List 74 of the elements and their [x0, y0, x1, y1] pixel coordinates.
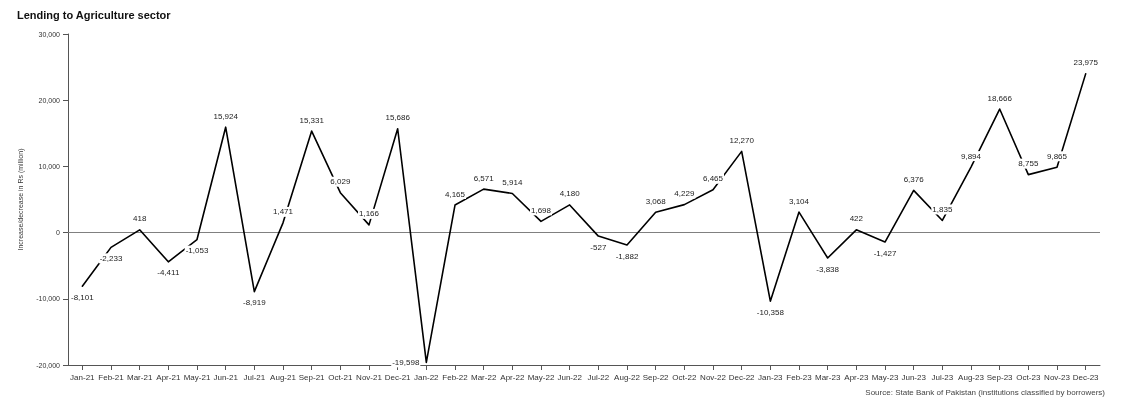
- data-label: 3,068: [645, 196, 667, 206]
- data-label: 4,229: [674, 189, 695, 199]
- data-label: -19,598: [392, 357, 420, 367]
- data-label: 8,755: [1018, 159, 1039, 169]
- x-tick-label: Dec-23: [1072, 372, 1100, 382]
- x-tick-label: Apr-21: [156, 372, 181, 382]
- data-label: 1,835: [932, 204, 953, 214]
- data-label: -1,427: [873, 248, 897, 258]
- x-tick-label: May-23: [871, 372, 899, 382]
- x-tick-label: Sep-22: [642, 372, 670, 382]
- data-label: 15,331: [299, 115, 325, 125]
- data-label: 6,465: [702, 174, 724, 184]
- x-tick-label: Oct-23: [1016, 372, 1041, 382]
- x-tick-label: Dec-22: [728, 372, 756, 382]
- data-label: 23,975: [1073, 58, 1099, 68]
- x-tick-label: Aug-21: [270, 372, 297, 382]
- x-tick-label: Feb-21: [98, 372, 125, 382]
- data-label: -527: [590, 242, 607, 252]
- x-tick-label: Nov-21: [356, 372, 383, 382]
- x-tick-label: Jun-23: [901, 372, 927, 382]
- data-label: 6,029: [330, 177, 351, 187]
- source-note: Source: State Bank of Pakistan (institutions classified by borrowers): [865, 387, 1106, 397]
- x-tick-label: Aug-23: [958, 372, 985, 382]
- data-label: 15,924: [213, 111, 239, 121]
- x-tick-label: Jan-22: [414, 372, 440, 382]
- data-label: 1,166: [358, 209, 380, 219]
- data-label: -10,358: [756, 307, 785, 317]
- x-tick-label: Feb-22: [442, 372, 469, 382]
- x-tick-label: Jul-22: [587, 372, 610, 382]
- data-label: 418: [132, 214, 147, 224]
- x-tick-label: Apr-23: [844, 372, 869, 382]
- x-tick-label: Oct-21: [328, 372, 353, 382]
- data-label: -8,101: [70, 292, 95, 302]
- x-tick-label: Jan-23: [758, 372, 784, 382]
- data-label: -2,233: [99, 253, 123, 263]
- x-tick-label: Jun-22: [557, 372, 583, 382]
- data-label: 422: [849, 214, 864, 224]
- data-label: 4,180: [559, 189, 581, 199]
- data-label: 3,104: [788, 196, 810, 206]
- x-tick-label: Jul-23: [931, 372, 954, 382]
- data-label: 9,894: [960, 151, 982, 161]
- x-tick-label: Mar-21: [126, 372, 153, 382]
- x-tick-label: Nov-22: [700, 372, 727, 382]
- data-label: 6,376: [903, 174, 925, 184]
- x-tick-label: Sep-23: [986, 372, 1014, 382]
- data-label: 15,686: [385, 113, 411, 123]
- x-tick-label: Apr-22: [500, 372, 525, 382]
- data-label: 9,865: [1046, 151, 1068, 161]
- data-label: 1,698: [530, 205, 552, 215]
- x-tick-label: Nov-23: [1044, 372, 1071, 382]
- chart-title: Lending to Agriculture sector: [17, 8, 172, 21]
- data-label: 4,165: [444, 189, 466, 199]
- x-tick-label: Jan-21: [70, 372, 96, 382]
- data-label: -4,411: [157, 268, 180, 278]
- data-label: 1,471: [272, 207, 294, 217]
- data-label: 18,666: [987, 93, 1013, 103]
- x-tick-label: Mar-23: [814, 372, 841, 382]
- data-label: -8,919: [242, 298, 267, 308]
- x-tick-label: May-22: [527, 372, 555, 382]
- data-label: 5,914: [502, 177, 523, 187]
- x-tick-label: Oct-22: [672, 372, 697, 382]
- x-tick-label: Jun-21: [213, 372, 239, 382]
- data-label: -3,838: [816, 264, 840, 274]
- x-tick-label: Feb-23: [786, 372, 813, 382]
- data-label: -1,053: [185, 246, 209, 256]
- x-tick-label: Dec-21: [384, 372, 412, 382]
- data-label: -1,882: [615, 251, 639, 261]
- data-label: 6,571: [473, 173, 495, 183]
- x-tick-label: Mar-22: [470, 372, 497, 382]
- x-tick-label: Sep-21: [298, 372, 326, 382]
- x-tick-label: May-21: [183, 372, 211, 382]
- x-tick-label: Jul-21: [243, 372, 266, 382]
- data-label: 12,270: [729, 135, 755, 145]
- x-tick-label: Aug-22: [614, 372, 641, 382]
